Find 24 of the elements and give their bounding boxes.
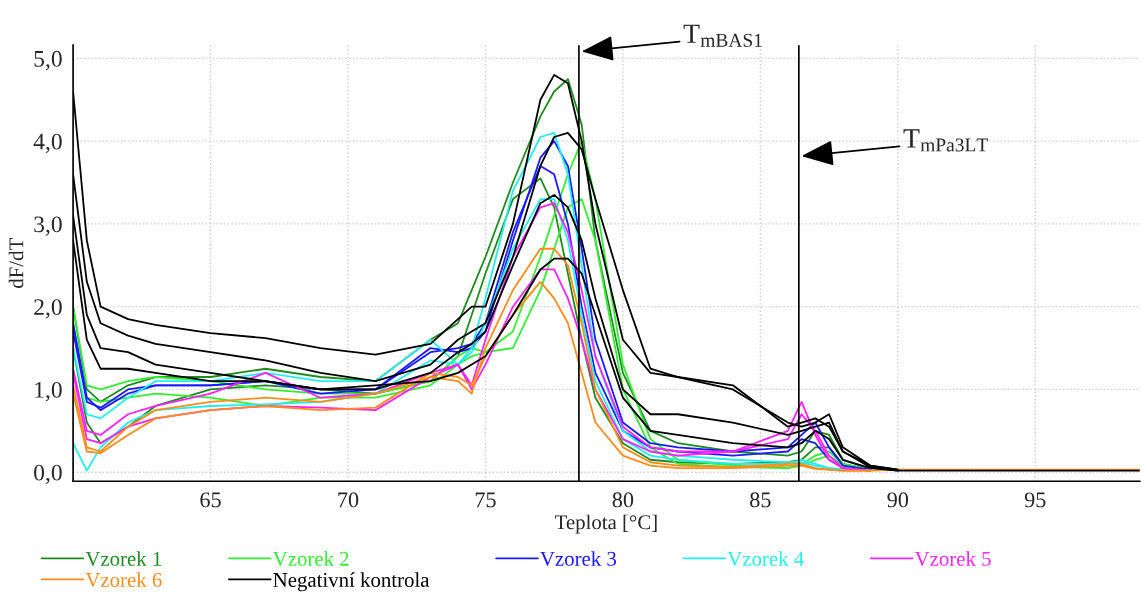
x-tick-label: 95 [1024, 492, 1046, 508]
x-tick-label: 80 [612, 492, 634, 508]
legend-label: Negativní kontrola [273, 572, 430, 592]
y-axis-title: dF/dT [8, 238, 24, 288]
legend-label: Vzorek 2 [272, 551, 349, 566]
y-tick-label: 3,0 [34, 216, 62, 236]
y-tick-label: 5,0 [34, 50, 62, 71]
ref-line-label: T$_{mBAS1}$ [683, 24, 762, 47]
x-tick-label: 85 [750, 492, 771, 508]
legend-label: Vzorek 5 [914, 551, 991, 566]
ref-line-label: T$_{mPa3LT}$ [903, 129, 988, 152]
legend-label: Vzorek 1 [85, 551, 162, 566]
legend-label: Vzorek 4 [727, 551, 804, 566]
y-tick-label: 1,0 [35, 381, 62, 402]
legend-label: Vzorek 6 [85, 572, 162, 588]
y-tick-label: 2,0 [34, 299, 62, 319]
x-tick-label: 75 [475, 492, 496, 508]
y-tick-label: 0,0 [34, 464, 62, 485]
x-tick-label: 65 [200, 492, 221, 508]
x-tick-label: 70 [338, 492, 359, 508]
legend-label: Vzorek 3 [540, 551, 617, 566]
x-axis-title: Teplota [°C] [555, 514, 657, 534]
y-tick-label: 4,0 [33, 133, 62, 153]
x-tick-label: 90 [887, 492, 909, 508]
